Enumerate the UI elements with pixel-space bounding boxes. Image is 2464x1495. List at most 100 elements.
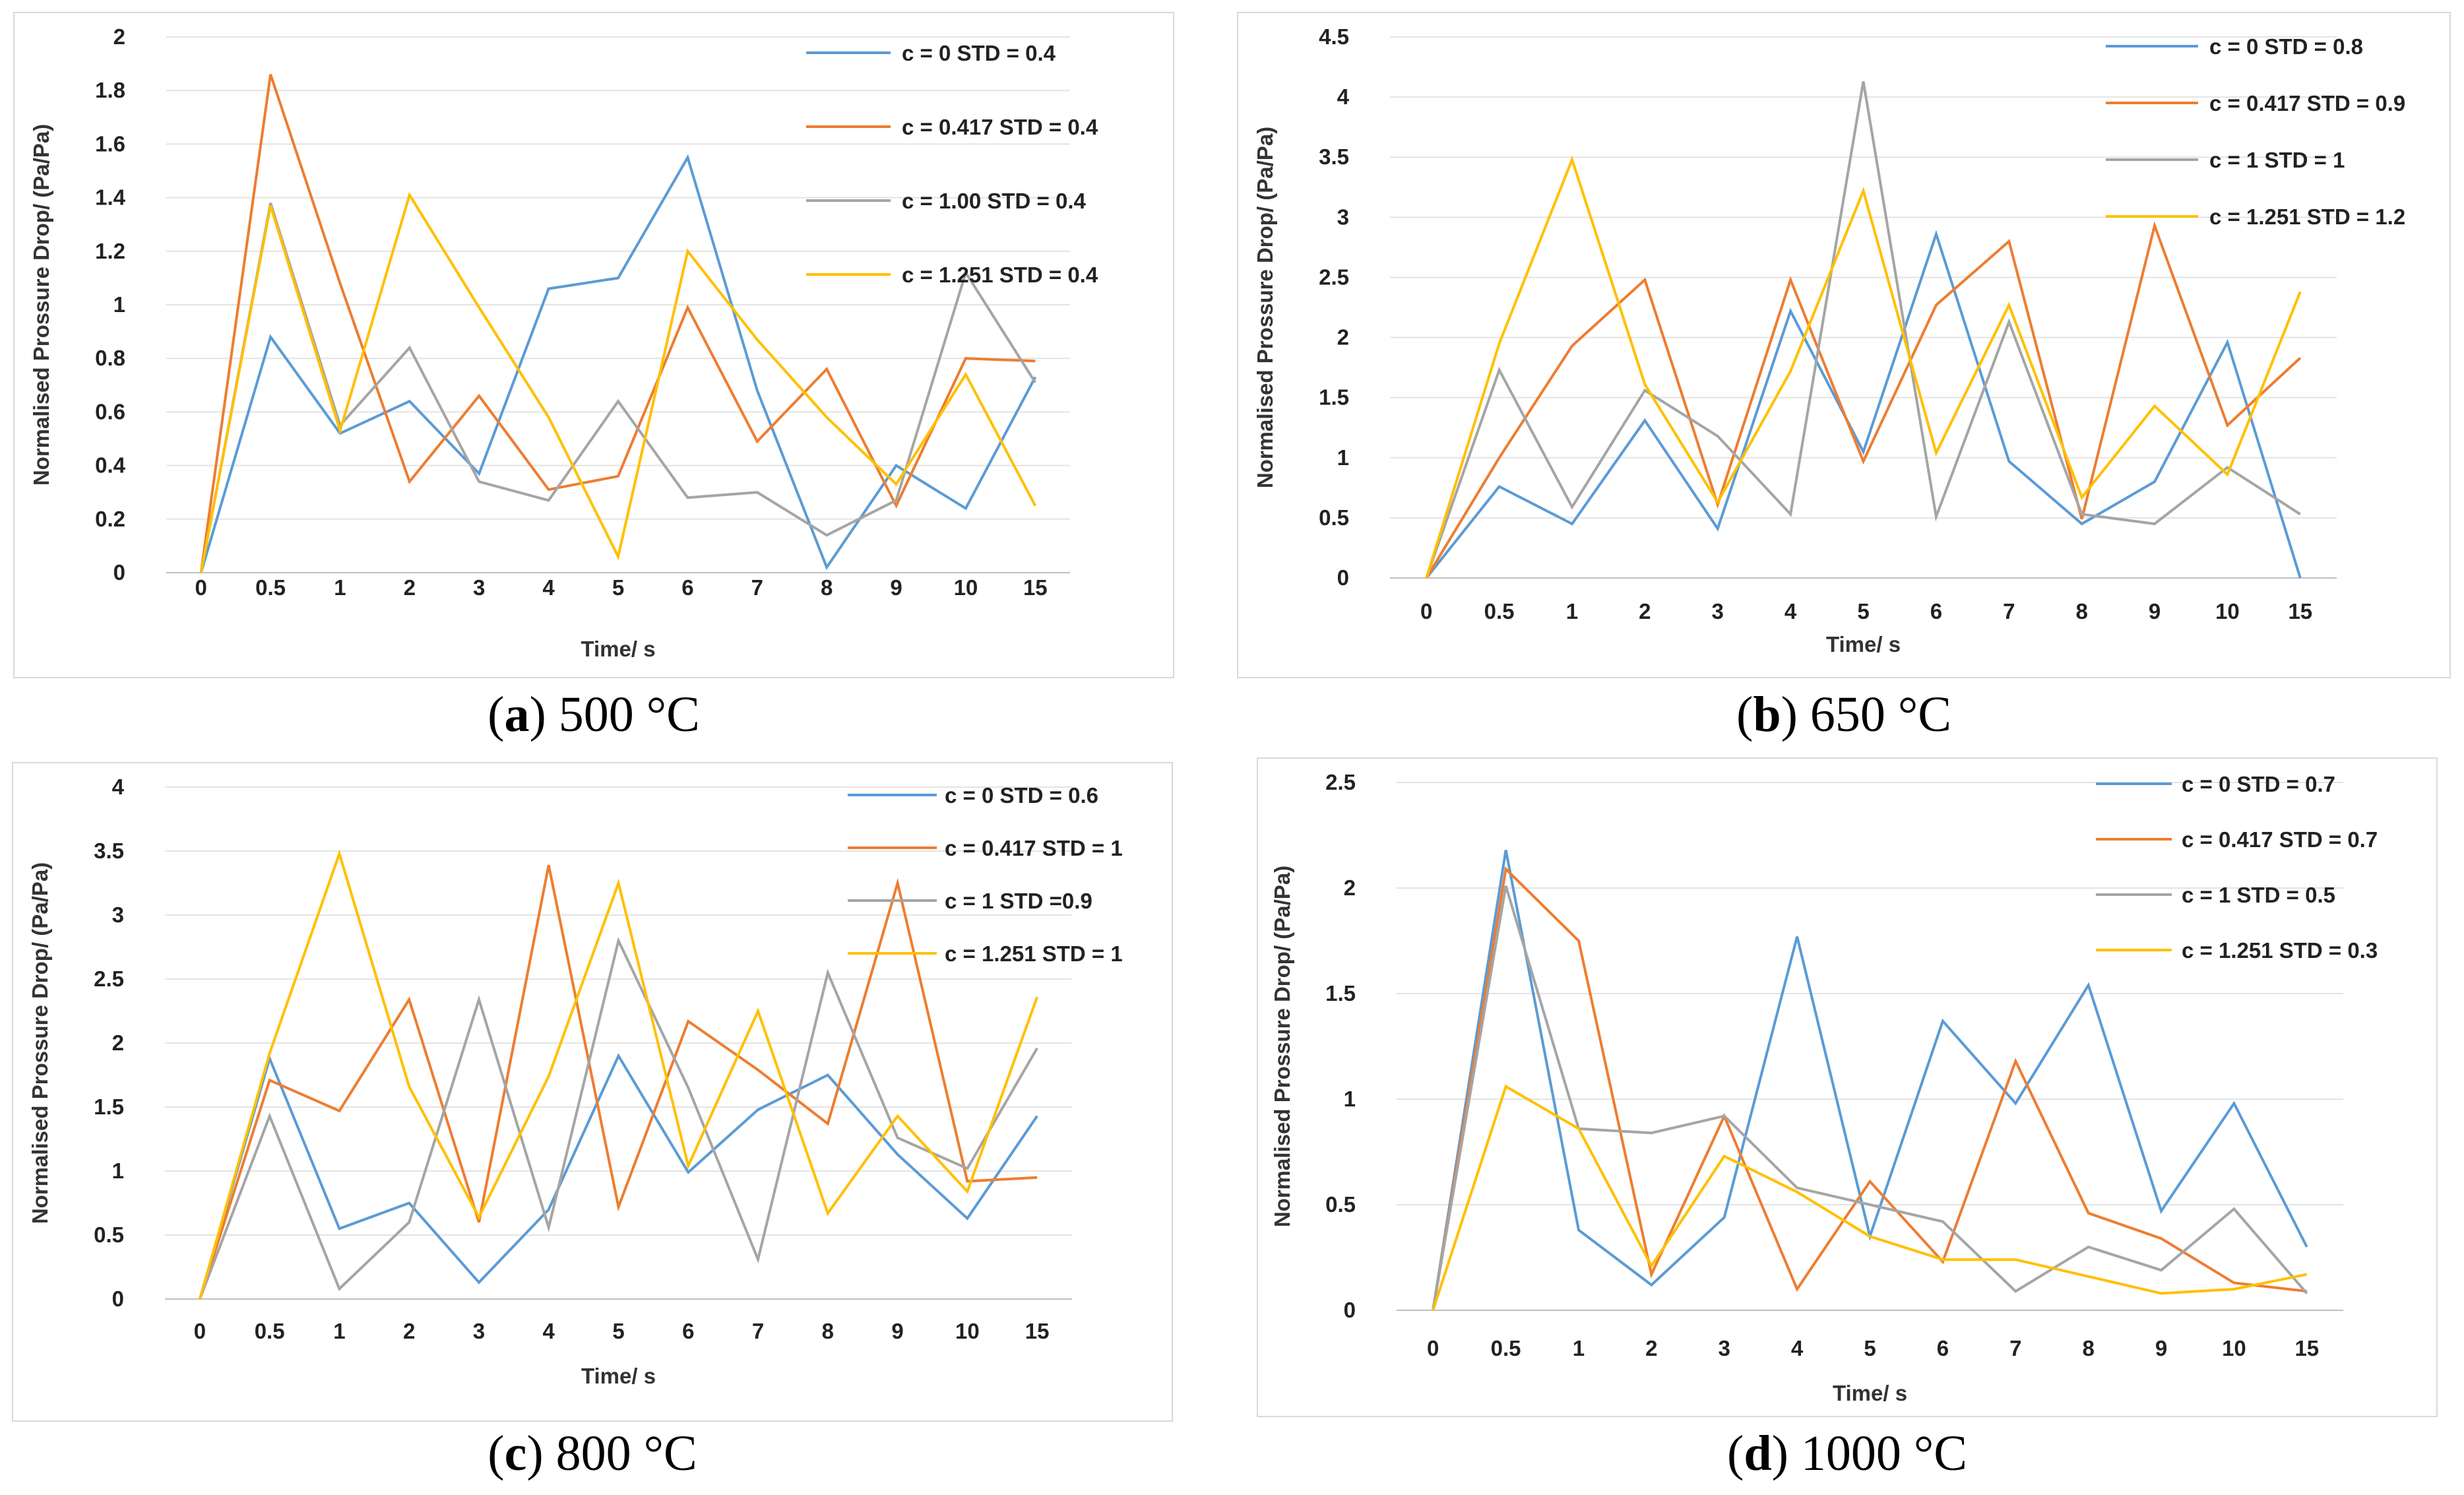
x-tick-label: 3	[1712, 599, 1724, 623]
x-tick-label: 8	[822, 1319, 834, 1343]
series-line-3	[198, 849, 1038, 1300]
caption-b: (b) 650 °C	[1736, 687, 1951, 742]
x-tick-label: 4	[1791, 1336, 1804, 1360]
series-line-0	[1425, 230, 2302, 579]
y-tick-label: 4	[112, 775, 125, 799]
x-tick-label: 5	[1857, 599, 1869, 623]
y-tick-label: 2	[1337, 325, 1349, 350]
x-tick-label: 3	[473, 575, 485, 600]
x-tick-label: 10	[2222, 1336, 2246, 1360]
x-tick-label: 0	[1420, 599, 1432, 623]
y-tick-label: 2	[1344, 875, 1356, 900]
y-tick-label: 1	[113, 292, 125, 317]
legend-label: c = 1 STD =0.9	[945, 889, 1092, 913]
legend-label: c = 1.251 STD = 1	[945, 941, 1123, 966]
caption-text-a: 500 °C	[546, 687, 700, 742]
x-tick-label: 9	[891, 1319, 903, 1343]
x-tick-label: 1	[334, 575, 346, 600]
x-tick-label: 9	[2149, 599, 2161, 623]
y-tick-label: 4	[1337, 84, 1350, 109]
x-tick-label: 5	[1864, 1336, 1876, 1360]
y-tick-label: 0	[1337, 565, 1349, 590]
caption-a: (a) 500 °C	[488, 687, 700, 742]
x-tick-label: 2	[1645, 1336, 1657, 1360]
y-tick-label: 3	[112, 903, 124, 927]
x-axis-title: Time/ s	[581, 637, 655, 661]
legend-label: c = 0.417 STD = 0.4	[902, 115, 1098, 139]
legend-label: c = 0 STD = 0.4	[902, 41, 1056, 65]
legend-label: c = 0.417 STD = 0.9	[2209, 91, 2405, 115]
x-tick-label: 1	[1566, 599, 1578, 623]
y-tick-label: 3	[1337, 205, 1349, 229]
y-tick-label: 1	[1344, 1087, 1356, 1111]
y-tick-label: 1.2	[95, 239, 125, 263]
y-tick-label: 0.6	[95, 399, 125, 424]
y-tick-label: 1	[1337, 445, 1349, 470]
chart-panel-a: 0 0.2 0.4 0.6 0.8 1 1.2 1.4 1.6 1.8 2 0 0.5 1 2 3 4 5 6 7 8 9…	[13, 12, 1174, 678]
caption-letter-a: a	[504, 687, 530, 742]
x-tick-label: 0.5	[255, 575, 286, 600]
caption-text-c: 800 °C	[543, 1426, 697, 1481]
series-line-3	[199, 191, 1037, 573]
y-tick-label: 3.5	[1319, 144, 1349, 169]
x-tick-label: 5	[612, 575, 624, 600]
legend-label: c = 0.417 STD = 1	[945, 836, 1123, 860]
legend-label: c = 1 STD = 1	[2209, 148, 2345, 172]
caption-letter-d: d	[1744, 1426, 1772, 1481]
x-tick-label: 15	[2288, 599, 2312, 623]
y-axis-title: Normalised Prossure Drop/ (Pa/Pa)	[29, 124, 53, 486]
y-tick-label: 2.5	[1319, 265, 1349, 289]
x-tick-label: 6	[681, 575, 693, 600]
legend-label: c = 1 STD = 0.5	[2182, 883, 2335, 907]
x-tick-label: 0.5	[1491, 1336, 1521, 1360]
series-line-2	[199, 203, 1036, 573]
x-tick-label: 2	[404, 575, 416, 600]
chart-svg-a: 0 0.2 0.4 0.6 0.8 1 1.2 1.4 1.6 1.8 2 0 0.5 1 2 3 4 5 6 7 8 9…	[29, 24, 1098, 661]
y-axis-title: Normalised Prossure Drop/ (Pa/Pa)	[28, 862, 52, 1224]
y-tick-label: 2	[112, 1031, 124, 1055]
x-axis-title: Time/ s	[1833, 1381, 1907, 1405]
x-tick-label: 0	[1427, 1336, 1439, 1360]
x-tick-label: 8	[2075, 599, 2087, 623]
y-tick-label: 2	[113, 24, 125, 49]
legend-label: c = 0.417 STD = 0.7	[2182, 827, 2378, 852]
y-tick-label: 1.5	[1319, 385, 1349, 410]
legend-label: c = 1.00 STD = 0.4	[902, 189, 1086, 213]
x-tick-label: 15	[1023, 575, 1048, 600]
x-tick-label: 4	[1785, 599, 1797, 623]
y-tick-label: 0	[113, 560, 125, 585]
series-line-0	[198, 1053, 1038, 1300]
series-line-0	[199, 154, 1037, 573]
caption-c: (c) 800 °C	[488, 1426, 697, 1481]
series-line-2	[199, 936, 1038, 1300]
y-tick-label: 0.2	[95, 507, 125, 531]
caption-d: (d) 1000 °C	[1727, 1426, 1967, 1481]
legend-label: c = 1.251 STD = 0.3	[2182, 938, 2378, 963]
x-tick-label: 9	[890, 575, 902, 600]
x-tick-label: 7	[2009, 1336, 2021, 1360]
caption-letter-b: b	[1753, 687, 1781, 742]
y-tick-label: 2.5	[1325, 770, 1356, 794]
x-tick-label: 10	[955, 1319, 980, 1343]
series-line-3	[1432, 1084, 2308, 1311]
chart-panel-c: 0 0.5 1 1.5 2 2.5 3 3.5 4 0 0.5 1 2 3 4 5 6 7 8 9 10 15 Time/ …	[12, 762, 1173, 1422]
chart-panel-d: 0 0.5 1 1.5 2 2.5 0 0.5 1 2 3 4 5 6 7 8 9 10 15 Time/ s Norm…	[1257, 757, 2438, 1417]
y-tick-label: 0	[112, 1287, 124, 1311]
series-line-1	[1432, 866, 2308, 1311]
y-axis-title: Normalised Prossure Drop/ (Pa/Pa)	[1253, 127, 1277, 488]
y-tick-label: 2.5	[94, 967, 124, 991]
y-tick-label: 1	[112, 1159, 124, 1183]
x-tick-label: 10	[954, 575, 978, 600]
series-line-1	[198, 864, 1038, 1300]
x-tick-label: 6	[1937, 1336, 1949, 1360]
series-line-3	[1425, 155, 2302, 579]
x-tick-label: 15	[1025, 1319, 1050, 1343]
x-tick-label: 4	[542, 575, 555, 600]
legend-label: c = 0 STD = 0.6	[945, 783, 1098, 808]
x-tick-label: 1	[1573, 1336, 1585, 1360]
y-tick-label: 1.6	[95, 131, 125, 156]
x-tick-label: 2	[1639, 599, 1651, 623]
y-tick-label: 0.8	[95, 346, 125, 370]
legend-label: c = 0 STD = 0.7	[2182, 772, 2335, 796]
y-tick-label: 1.8	[95, 78, 125, 102]
